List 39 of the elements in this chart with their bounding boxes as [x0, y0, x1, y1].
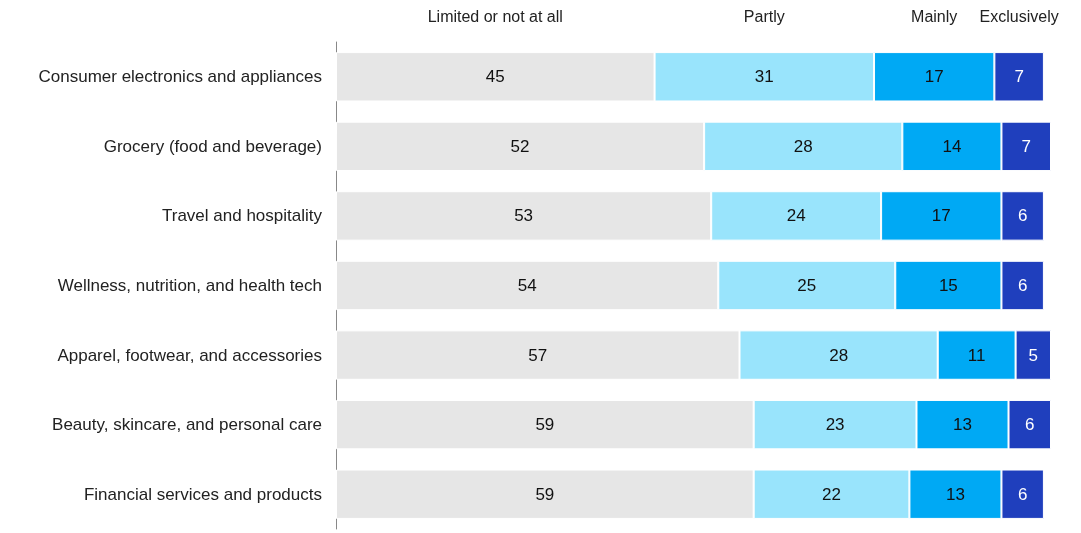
data-label: 6 [1017, 206, 1028, 226]
y-tick-label: Apparel, footwear, and accessories [57, 345, 322, 365]
data-label: 53 [514, 206, 534, 226]
data-label: 22 [822, 484, 842, 504]
data-label: 28 [829, 345, 849, 365]
data-label: 6 [1017, 484, 1028, 504]
series-label: Mainly [911, 7, 958, 25]
data-label: 59 [535, 415, 555, 435]
data-label: 14 [942, 136, 962, 156]
data-label: 6 [1025, 415, 1035, 435]
data-label: 28 [793, 136, 813, 156]
data-label: 11 [967, 345, 986, 365]
data-label: 24 [786, 206, 806, 226]
data-label: 7 [1021, 136, 1031, 156]
data-label: 17 [931, 206, 951, 226]
y-tick-label: Beauty, skincare, and personal care [52, 415, 322, 435]
data-label: 7 [1014, 67, 1024, 87]
data-label: 57 [528, 345, 548, 365]
data-label: 17 [924, 67, 944, 87]
data-label: 6 [1017, 276, 1028, 295]
y-tick-label: Wellness, nutrition, and health tech [57, 276, 322, 295]
data-label: 25 [797, 276, 817, 295]
data-label: 54 [517, 276, 537, 295]
data-label: 13 [953, 415, 972, 435]
data-label: 45 [485, 67, 505, 87]
data-label: 52 [510, 136, 530, 156]
series-label: Partly [743, 7, 785, 25]
series-label: Limited or not at all [427, 7, 563, 25]
data-label: 59 [535, 484, 555, 504]
y-tick-label: Financial services and products [83, 484, 322, 504]
data-label: 23 [825, 415, 845, 435]
y-tick-label: Grocery (food and beverage) [103, 136, 322, 156]
data-label: 5 [1028, 345, 1039, 365]
y-tick-label: Travel and hospitality [161, 206, 323, 226]
data-label: 13 [945, 484, 965, 504]
series-label: Exclusively [979, 7, 1059, 25]
data-label: 15 [938, 276, 958, 295]
data-label: 31 [754, 67, 774, 87]
y-tick-label: Consumer electronics and appliances [38, 67, 322, 87]
